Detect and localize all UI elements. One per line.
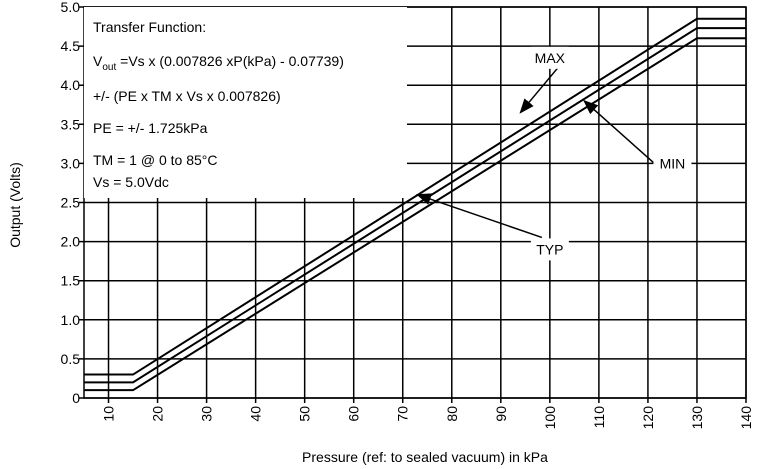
x-tick-label: 40 [248,406,264,422]
annotation-label-max: MAX [535,50,566,66]
y-tick-label: 5.0 [61,0,81,15]
box-line-1: Transfer Function: [93,19,206,35]
box-line-3: +/- (PE x TM x Vs x 0.007826) [93,88,281,104]
box-line-6: Vs = 5.0Vdc [93,174,169,190]
box-line-5: TM = 1 @ 0 to 85°C [93,152,217,168]
y-tick-label: 0.5 [61,351,81,367]
x-tick-label: 20 [150,406,166,422]
y-tick-label: 4.5 [61,38,81,54]
x-tick-label: 110 [591,406,607,429]
y-tick-label: 2.5 [61,195,81,211]
y-tick-label: 3.5 [61,116,81,132]
annotation-label-min: MIN [660,155,686,171]
plot-border [83,6,747,399]
annotation-bg-max [530,46,569,69]
x-tick-label: 50 [297,406,313,422]
x-axis-title: Pressure (ref: to sealed vacuum) in kPa [302,449,548,465]
series-line-max [84,17,746,376]
x-tick-label: 140 [738,406,754,430]
box-line-4: PE = +/- 1.725kPa [93,120,208,136]
series-lines [84,17,746,392]
annotation-bg-min [653,152,692,175]
x-tick-label: 120 [640,406,656,430]
x-tick-label: 10 [101,406,117,422]
x-tick-label: 100 [542,406,558,430]
annotation-bg-typ [530,238,569,261]
y-tick-label: 0 [72,390,80,406]
series-line-typ [84,27,746,384]
x-tick-label: 60 [346,406,362,422]
annotation-arrow-typ [416,193,543,239]
y-tick-label: 1.0 [61,312,81,328]
y-tick-label: 3.0 [61,155,81,171]
transfer-function-box: Transfer Function: Vout =Vs x (0.007826 … [84,7,407,198]
x-tick-label: 70 [395,406,411,422]
series-line-min [84,37,746,392]
box-line-2: Vout =Vs x (0.007826 xP(kPa) - 0.07739) [93,53,344,73]
annotations: MAX MIN TYP [416,46,692,261]
annotation-arrow-max [519,67,559,114]
x-tick-label: 130 [689,406,705,430]
annotation-label-typ: TYP [536,241,563,257]
y-axis-title: Output (Volts) [7,162,23,248]
y-tick-label: 1.5 [61,273,81,289]
tick-labels: 10 20 30 40 50 60 70 80 90 100 110 120 130 140 0 0.5 1.0… [61,0,754,429]
annotation-arrow-min [583,99,655,164]
x-tick-label: 90 [493,406,509,422]
y-tick-label: 2.0 [61,234,81,250]
x-tick-label: 80 [444,406,460,422]
y-tick-label: 4.0 [61,77,81,93]
x-tick-label: 30 [199,406,215,422]
